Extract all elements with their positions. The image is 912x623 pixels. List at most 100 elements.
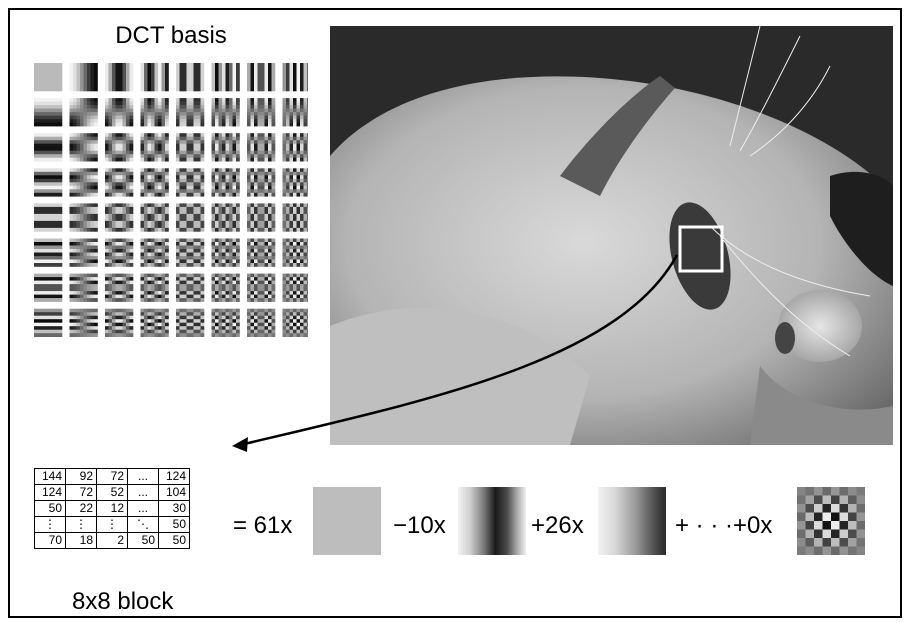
dct-basis-tile (105, 308, 134, 337)
dct-basis-tile (211, 168, 240, 197)
dct-basis-tile (176, 273, 205, 302)
dct-basis-tile (140, 238, 169, 267)
dct-basis-tile (34, 133, 63, 162)
block-table-cell: 50 (158, 516, 190, 533)
dct-basis-tile (69, 168, 98, 197)
block-table-cell: ⋮ (65, 516, 97, 533)
dct-basis-tile (282, 308, 308, 337)
block-table-cell: 72 (65, 484, 97, 501)
dct-basis-tile (282, 203, 308, 232)
equation-term-1: = 61x (233, 512, 293, 539)
dct-basis-tile (140, 203, 169, 232)
dct-basis-tile (176, 133, 205, 162)
dct-basis-tile (105, 133, 134, 162)
dct-basis-tile (69, 308, 98, 337)
dct-basis-tile (34, 98, 63, 127)
block-table-cell: ... (127, 484, 159, 501)
block-table-cell: 52 (96, 484, 128, 501)
dct-basis-tile (105, 238, 134, 267)
block-table-cell: 124 (158, 468, 190, 485)
dct-basis-grid (34, 63, 308, 337)
equation-term-4: + · · ·+0x (675, 512, 773, 539)
block-table-cell: ... (127, 468, 159, 485)
block-table-cell: 22 (65, 500, 97, 517)
block-table-row: ⋮ ⋮ ⋮ ⋱ 50 (34, 516, 190, 533)
dct-basis-tile (211, 273, 240, 302)
equation-term-2: −10x (393, 512, 446, 539)
block-table-cell: 104 (158, 484, 190, 501)
dct-basis-tile (34, 63, 63, 92)
dct-basis-tile (140, 133, 169, 162)
dct-basis-tile (105, 203, 134, 232)
dct-basis-tile (247, 238, 276, 267)
block-table-cell: ... (127, 500, 159, 517)
cat-photo (330, 26, 893, 445)
dct-basis-tile (69, 98, 98, 127)
cat-nostril (775, 322, 795, 354)
dct-basis-tile (69, 133, 98, 162)
dct-basis-tile (247, 273, 276, 302)
dct-basis-tile (282, 63, 308, 92)
dct-basis-tile (247, 63, 276, 92)
block-table-cell: 70 (34, 532, 66, 549)
flat-basis-tile (313, 487, 381, 555)
block-table: 144 92 72... 124 124 72 52... 104 50 22 12... 30 ⋮ ⋮ ⋮… (34, 468, 190, 549)
dct-basis-tile (282, 273, 308, 302)
dct-basis-tile (34, 238, 63, 267)
dct-basis-tile (105, 98, 134, 127)
cat-collar-shadow (560, 76, 675, 196)
dct-basis-tile (140, 63, 169, 92)
block-table-cell: 30 (158, 500, 190, 517)
basis-tile-3 (598, 487, 666, 555)
dct-basis-tile (247, 98, 276, 127)
dct-basis-tile (211, 133, 240, 162)
dct-basis-tile (211, 203, 240, 232)
dct-basis-tile (247, 308, 276, 337)
dct-basis-tile (211, 63, 240, 92)
dct-basis-tile (176, 168, 205, 197)
dct-basis-tile (282, 98, 308, 127)
block-table-cell: ⋱ (127, 516, 159, 533)
dct-basis-tile (247, 168, 276, 197)
block-table-cell: 92 (65, 468, 97, 485)
equation-term-3: +26x (531, 512, 584, 539)
dct-basis-tile (176, 98, 205, 127)
dct-basis-tile (34, 168, 63, 197)
block-table-row: 144 92 72... 124 (34, 468, 190, 485)
dct-basis-tile (176, 238, 205, 267)
dct-basis-tile (282, 133, 308, 162)
dct-basis-tile (69, 238, 98, 267)
dct-basis-tile (247, 203, 276, 232)
block-table-cell: 124 (34, 484, 66, 501)
block-table-cell: 72 (96, 468, 128, 485)
dct-basis-tile (140, 273, 169, 302)
block-table-cell: 18 (65, 532, 97, 549)
dct-basis-tile (140, 98, 169, 127)
dct-basis-tile (69, 273, 98, 302)
block-table-cell: 50 (34, 500, 66, 517)
cat-nose (778, 290, 862, 362)
dct-basis-tile (69, 203, 98, 232)
cat-ear-dark (830, 171, 893, 286)
dct-basis-tile (105, 273, 134, 302)
basis-tile-2 (458, 487, 526, 555)
block-table-row: 50 22 12... 30 (34, 500, 190, 517)
dct-basis-tile (282, 168, 308, 197)
dct-basis-tile (176, 63, 205, 92)
dct-basis-tile (211, 238, 240, 267)
dct-basis-tile (247, 133, 276, 162)
block-table-cell: 50 (127, 532, 159, 549)
block-table-cell: 50 (158, 532, 190, 549)
dct-basis-tile (282, 238, 308, 267)
dct-basis-tile (34, 273, 63, 302)
block-label: 8x8 block (72, 588, 174, 615)
cat-eye (669, 202, 731, 310)
dct-basis-tile (211, 308, 240, 337)
highlight-box (678, 225, 724, 273)
dct-basis-tile (105, 168, 134, 197)
dct-basis-tile (211, 98, 240, 127)
block-table-cell: ⋮ (34, 516, 66, 533)
cat-mouth-shadow (750, 366, 893, 445)
dct-basis-title: DCT basis (115, 22, 227, 49)
dct-basis-tile (140, 168, 169, 197)
